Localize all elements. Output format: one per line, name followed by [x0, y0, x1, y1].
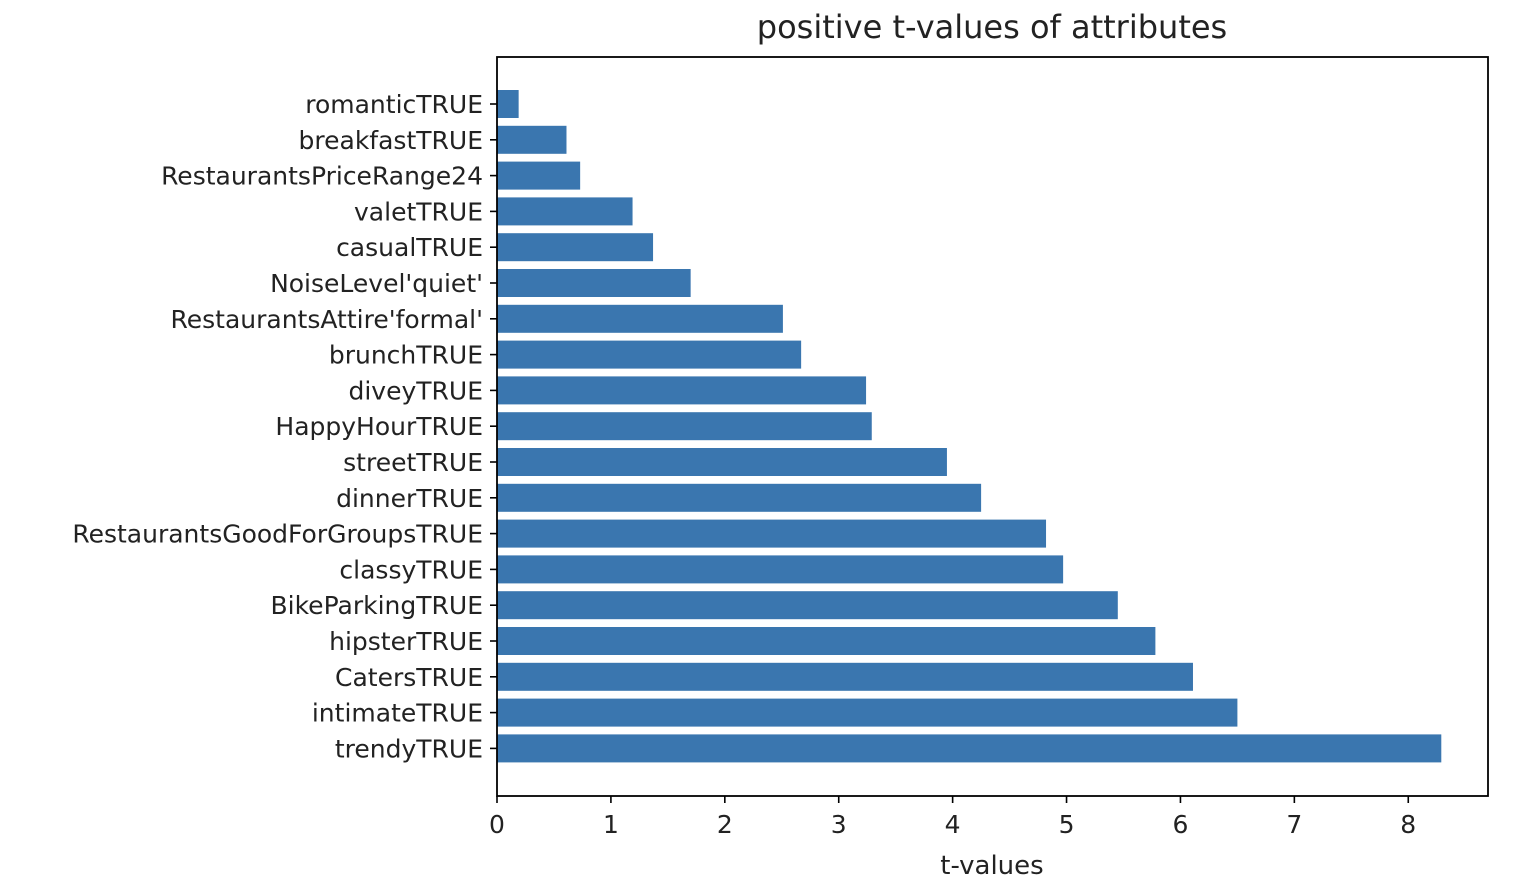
bar-3: [497, 197, 633, 226]
x-tick-label: 7: [1286, 810, 1302, 839]
y-tick-label: trendyTRUE: [335, 734, 483, 763]
bar-7: [497, 340, 802, 369]
y-tick-label: HappyHourTRUE: [275, 412, 483, 441]
bar-12: [497, 519, 1047, 548]
bar-6: [497, 304, 783, 333]
bar-11: [497, 483, 982, 512]
x-tick-label: 3: [831, 810, 847, 839]
bar-2: [497, 161, 581, 190]
x-tick-label: 5: [1059, 810, 1075, 839]
y-tick-label: hipsterTRUE: [329, 627, 483, 656]
y-tick-label: casualTRUE: [336, 233, 483, 262]
bar-5: [497, 269, 691, 297]
y-tick-label: NoiseLevel'quiet': [270, 269, 483, 298]
x-tick-label: 8: [1400, 810, 1416, 839]
y-tick-label: classyTRUE: [339, 555, 483, 584]
y-tick-label: RestaurantsGoodForGroupsTRUE: [72, 520, 483, 549]
y-tick-label: BikeParkingTRUE: [271, 591, 484, 620]
bar-1: [497, 125, 567, 154]
y-tick-label: streetTRUE: [343, 448, 483, 477]
bar-10: [497, 448, 947, 476]
chart-title: positive t-values of attributes: [757, 8, 1227, 46]
y-tick-label: diveyTRUE: [348, 376, 483, 405]
bar-14: [497, 591, 1118, 620]
x-axis-ticks: 0 1 2 3 4 5 6 7 8: [489, 796, 1416, 839]
x-tick-label: 6: [1172, 810, 1188, 839]
bar-9: [497, 412, 872, 441]
y-tick-label: breakfastTRUE: [299, 126, 483, 155]
bar-4: [497, 233, 654, 262]
y-tick-label: valetTRUE: [354, 197, 483, 226]
x-tick-label: 4: [945, 810, 961, 839]
plot-frame: [496, 56, 1489, 797]
bar-0: [497, 90, 519, 118]
bar-13: [497, 555, 1064, 584]
bar-16: [497, 662, 1193, 691]
y-tick-label: RestaurantsAttire'formal': [170, 305, 483, 334]
bar-17: [497, 698, 1238, 727]
y-tick-label: romanticTRUE: [305, 90, 483, 119]
y-axis-ticks: romanticTRUE breakfastTRUE RestaurantsPric…: [72, 90, 497, 763]
bar-18: [497, 734, 1442, 763]
x-axis-label: t-values: [940, 851, 1043, 881]
y-tick-label: RestaurantsPriceRange24: [161, 162, 483, 191]
x-tick-label: 1: [603, 810, 619, 839]
y-tick-label: dinnerTRUE: [336, 484, 483, 513]
x-tick-label: 2: [717, 810, 733, 839]
bar-15: [497, 627, 1156, 655]
x-tick-label: 0: [489, 810, 505, 839]
bar-8: [497, 376, 867, 405]
y-tick-label: intimateTRUE: [312, 699, 483, 728]
y-tick-label: brunchTRUE: [329, 341, 483, 370]
y-tick-label: CatersTRUE: [335, 663, 483, 692]
bars-group: [497, 90, 1442, 763]
